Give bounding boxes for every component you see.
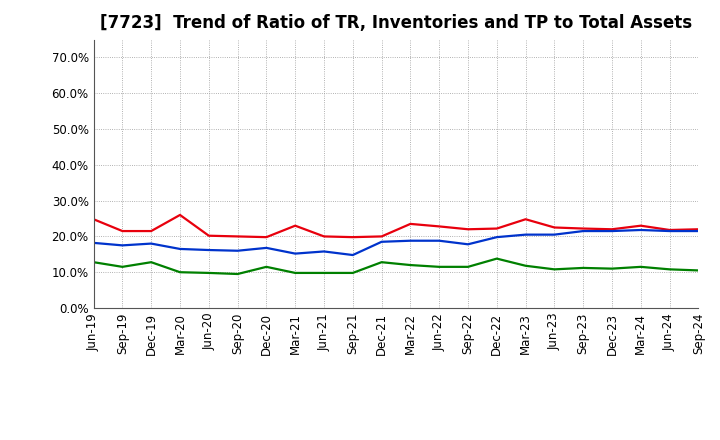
Inventories: [147, 241, 156, 246]
Trade Payables: [435, 264, 444, 269]
Trade Receivables: [694, 227, 703, 232]
Inventories: [435, 238, 444, 243]
Trade Receivables: [492, 226, 501, 231]
Trade Payables: [204, 270, 213, 275]
Trade Payables: [492, 256, 501, 261]
Trade Payables: [348, 270, 357, 275]
Line: Trade Payables: Trade Payables: [94, 259, 698, 274]
Inventories: [406, 238, 415, 243]
Inventories: [291, 251, 300, 256]
Title: [7723]  Trend of Ratio of TR, Inventories and TP to Total Assets: [7723] Trend of Ratio of TR, Inventories…: [100, 15, 692, 33]
Trade Payables: [406, 262, 415, 268]
Trade Receivables: [464, 227, 472, 232]
Trade Payables: [579, 265, 588, 271]
Trade Receivables: [176, 213, 184, 218]
Inventories: [204, 247, 213, 253]
Trade Payables: [320, 270, 328, 275]
Trade Receivables: [608, 227, 616, 232]
Inventories: [550, 232, 559, 237]
Inventories: [665, 228, 674, 234]
Inventories: [521, 232, 530, 237]
Trade Receivables: [665, 227, 674, 233]
Inventories: [233, 248, 242, 253]
Trade Receivables: [233, 234, 242, 239]
Trade Payables: [89, 260, 98, 265]
Trade Payables: [464, 264, 472, 269]
Inventories: [118, 243, 127, 248]
Trade Payables: [118, 264, 127, 269]
Inventories: [89, 240, 98, 246]
Line: Trade Receivables: Trade Receivables: [94, 215, 698, 237]
Inventories: [262, 245, 271, 250]
Trade Receivables: [636, 223, 645, 228]
Trade Payables: [665, 267, 674, 272]
Inventories: [464, 242, 472, 247]
Trade Receivables: [204, 233, 213, 238]
Inventories: [694, 228, 703, 234]
Trade Payables: [176, 270, 184, 275]
Trade Receivables: [406, 221, 415, 227]
Trade Payables: [147, 260, 156, 265]
Inventories: [348, 253, 357, 258]
Trade Payables: [694, 268, 703, 273]
Inventories: [320, 249, 328, 254]
Inventories: [377, 239, 386, 245]
Line: Inventories: Inventories: [94, 230, 698, 255]
Trade Receivables: [147, 228, 156, 234]
Inventories: [492, 235, 501, 240]
Trade Receivables: [435, 224, 444, 229]
Trade Receivables: [89, 216, 98, 222]
Trade Receivables: [118, 228, 127, 234]
Inventories: [608, 228, 616, 234]
Trade Payables: [233, 271, 242, 277]
Trade Receivables: [377, 234, 386, 239]
Trade Payables: [262, 264, 271, 269]
Trade Receivables: [291, 223, 300, 228]
Trade Payables: [608, 266, 616, 271]
Inventories: [176, 246, 184, 252]
Trade Receivables: [320, 234, 328, 239]
Trade Payables: [377, 260, 386, 265]
Trade Receivables: [521, 216, 530, 222]
Trade Receivables: [550, 225, 559, 230]
Trade Payables: [550, 267, 559, 272]
Inventories: [579, 228, 588, 234]
Trade Payables: [636, 264, 645, 269]
Trade Receivables: [348, 235, 357, 240]
Trade Payables: [291, 270, 300, 275]
Trade Receivables: [262, 235, 271, 240]
Trade Payables: [521, 263, 530, 268]
Inventories: [636, 227, 645, 233]
Trade Receivables: [579, 226, 588, 231]
